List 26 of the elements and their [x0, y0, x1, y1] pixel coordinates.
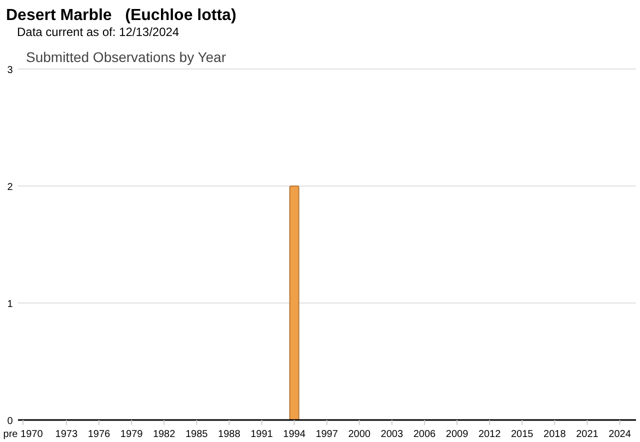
chart-subtitle: Data current as of: 12/13/2024	[17, 25, 180, 39]
x-tick-label: 1976	[88, 429, 111, 440]
x-tick-label: 1991	[250, 429, 274, 440]
chart-title: Desert Marble (Euchloe lotta)	[6, 7, 236, 24]
x-tick-label: 1973	[55, 429, 78, 440]
y-tick-label: 0	[7, 416, 14, 427]
x-tick-label: 2015	[511, 429, 534, 440]
x-tick-label: 1988	[218, 429, 241, 440]
x-tick-label: 1997	[316, 429, 338, 440]
x-tick-label: 2003	[380, 429, 404, 440]
y-tick-label: 2	[7, 182, 14, 193]
x-tick-label: 2024	[608, 429, 632, 440]
x-tick-label: 2021	[576, 429, 599, 440]
text: Submitted Observations by Year	[26, 49, 226, 65]
x-tick-label: 2009	[446, 429, 469, 440]
x-tick-label: 1982	[152, 429, 176, 440]
x-tick-label: 2012	[478, 429, 502, 440]
x-tick-label: 1979	[120, 429, 144, 440]
x-tick-label: 2006	[413, 429, 436, 440]
x-tick-label: 2000	[348, 429, 371, 440]
x-tick-label: 1994	[283, 429, 306, 440]
x-tick-label: pre 1970	[3, 429, 44, 440]
y-tick-label: 1	[7, 299, 14, 310]
x-tick-label: 1985	[186, 429, 208, 440]
x-tick-label: 2018	[544, 429, 566, 440]
y-tick-label: 3	[7, 65, 14, 76]
